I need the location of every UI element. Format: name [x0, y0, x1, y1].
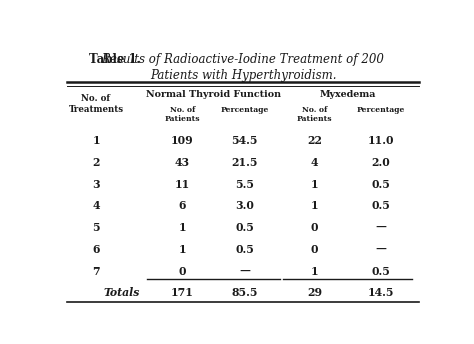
- Text: 0.5: 0.5: [371, 266, 390, 277]
- Text: 2: 2: [92, 157, 100, 168]
- Text: 1: 1: [92, 135, 100, 146]
- Text: 6: 6: [92, 244, 100, 255]
- Text: 5: 5: [92, 222, 100, 233]
- Text: —: —: [375, 244, 386, 255]
- Text: 14.5: 14.5: [367, 287, 394, 298]
- Text: 7: 7: [92, 266, 100, 277]
- Text: No. of
Patients: No. of Patients: [297, 106, 332, 123]
- Text: 21.5: 21.5: [231, 157, 258, 168]
- Text: —: —: [239, 266, 250, 277]
- Text: 0: 0: [311, 222, 319, 233]
- Text: 6: 6: [179, 201, 186, 212]
- Text: 0.5: 0.5: [371, 201, 390, 212]
- Text: 5.5: 5.5: [235, 179, 254, 190]
- Text: 0: 0: [179, 266, 186, 277]
- Text: 0: 0: [311, 244, 319, 255]
- Text: 22: 22: [307, 135, 322, 146]
- Text: 11: 11: [175, 179, 190, 190]
- Text: Table 1.: Table 1.: [89, 53, 140, 66]
- Text: 1: 1: [179, 244, 186, 255]
- Text: 171: 171: [171, 287, 194, 298]
- Text: No. of
Treatments: No. of Treatments: [68, 94, 124, 114]
- Text: 3: 3: [92, 179, 100, 190]
- Text: 0.5: 0.5: [371, 179, 390, 190]
- Text: 0.5: 0.5: [235, 222, 254, 233]
- Text: 54.5: 54.5: [231, 135, 258, 146]
- Text: 1: 1: [179, 222, 186, 233]
- Text: 0.5: 0.5: [235, 244, 254, 255]
- Text: 11.0: 11.0: [367, 135, 394, 146]
- Text: No. of
Patients: No. of Patients: [164, 106, 200, 123]
- Text: Totals: Totals: [103, 287, 140, 298]
- Text: 29: 29: [307, 287, 322, 298]
- Text: Patients with Hyperthyroidism.: Patients with Hyperthyroidism.: [150, 69, 336, 82]
- Text: 43: 43: [175, 157, 190, 168]
- Text: 4: 4: [311, 157, 319, 168]
- Text: 1: 1: [311, 266, 319, 277]
- Text: 3.0: 3.0: [235, 201, 254, 212]
- Text: 1: 1: [311, 201, 319, 212]
- Text: —: —: [375, 222, 386, 233]
- Text: 4: 4: [92, 201, 100, 212]
- Text: 109: 109: [171, 135, 193, 146]
- Text: Results of Radioactive-Iodine Treatment of 200: Results of Radioactive-Iodine Treatment …: [101, 53, 384, 66]
- Text: 2.0: 2.0: [371, 157, 390, 168]
- Text: 85.5: 85.5: [231, 287, 258, 298]
- Text: Normal Thyroid Function: Normal Thyroid Function: [146, 90, 281, 99]
- Text: Myxedema: Myxedema: [319, 90, 376, 99]
- Text: 1: 1: [311, 179, 319, 190]
- Text: Percentage: Percentage: [220, 106, 269, 114]
- Text: Percentage: Percentage: [356, 106, 405, 114]
